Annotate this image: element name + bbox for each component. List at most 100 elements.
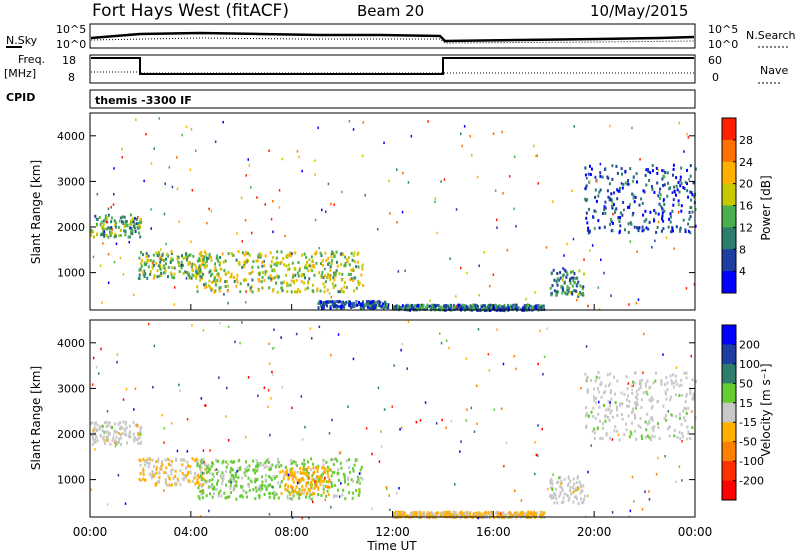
cell-power-3 [370,306,373,309]
cell-noise [241,240,243,243]
cell-noise [110,206,112,209]
cell-power-2 [264,270,267,274]
cell-velocity-6 [634,416,637,420]
colorbar-segment [722,227,736,250]
nsearch-trace [90,37,695,44]
cell-velocity-6 [633,381,636,385]
cell-velocity-2 [278,465,281,469]
cell-noise [164,182,166,186]
cell-velocity-6 [638,387,641,391]
cell-velocity-1 [163,471,166,475]
cell-power-5 [577,292,580,296]
cell-power-4 [472,303,475,307]
cell-noise [245,290,247,293]
cell-velocity-0 [112,436,115,440]
cell-power-0 [114,225,117,229]
cell-velocity-4 [398,510,401,514]
cell-power-2 [316,289,319,293]
cell-velocity-2 [227,463,229,466]
cell-power-1 [200,270,203,274]
cell-noise [402,171,404,175]
cell-velocity-5 [579,483,582,487]
cell-power-1 [185,254,188,258]
cell-power-1 [180,266,183,270]
cell-velocity-1 [168,483,171,487]
cell-velocity-1 [148,462,151,465]
cell-velocity-2 [277,463,280,467]
cell-velocity-0 [120,426,123,430]
cell-velocity-2 [269,465,271,469]
cell-power-6 [663,209,666,213]
cell-velocity-3 [293,473,296,477]
cell-power-6 [657,194,660,198]
cell-noise [102,242,104,245]
cell-velocity-2 [354,459,357,463]
cell-noise [330,295,333,299]
cell-noise [281,386,284,389]
cell-noise [572,237,575,241]
cell-power-2 [296,271,299,275]
cell-power-2 [333,255,336,259]
cell-velocity-4 [521,510,524,514]
cell-power-6 [653,191,656,194]
cell-noise [632,384,635,388]
cell-power-1 [195,274,198,278]
cell-power-2 [213,268,216,272]
cell-power-1 [144,272,147,276]
cell-power-6 [659,193,662,197]
cell-velocity-6 [685,376,688,380]
cell-power-5 [566,271,568,275]
cell-power-2 [298,266,301,270]
cell-power-6 [672,229,674,233]
cell-noise [268,362,271,365]
cell-velocity-3 [305,467,308,471]
cell-velocity-5 [575,486,578,490]
cell-noise [667,410,670,413]
cell-velocity-2 [247,483,250,487]
cell-velocity-1 [191,479,194,483]
cell-velocity-2 [199,474,202,478]
cell-velocity-3 [289,471,292,474]
cell-velocity-4 [441,512,444,516]
cell-velocity-3 [323,469,326,473]
cell-noise [660,204,662,208]
cell-velocity-3 [317,487,320,491]
cell-noise [247,376,250,379]
cell-velocity-4 [449,511,452,514]
cell-velocity-3 [301,484,304,488]
cell-velocity-6 [603,403,605,407]
cell-power-3 [359,306,362,310]
cell-noise [500,407,503,410]
cell-power-0 [130,222,133,226]
cell-power-4 [450,304,452,308]
cell-noise [318,325,321,329]
cell-velocity-4 [445,510,448,514]
cell-velocity-2 [269,492,272,496]
cell-noise [272,199,274,203]
cell-power-0 [96,232,98,236]
cell-noise [400,348,402,352]
cell-power-4 [541,305,544,309]
cell-power-4 [417,304,420,308]
cell-power-4 [535,306,538,310]
cell-velocity-4 [428,513,431,517]
colorbar-segment [722,441,736,462]
cell-noise [119,256,122,260]
cell-velocity-2 [344,480,346,484]
cell-power-2 [210,258,213,262]
cell-velocity-2 [265,486,268,490]
cell-noise [352,357,355,361]
cell-velocity-3 [287,477,290,481]
cell-noise [114,444,117,448]
cell-velocity-4 [435,512,438,516]
cell-velocity-5 [573,482,575,486]
cell-velocity-2 [275,475,278,478]
cell-velocity-4 [414,511,417,514]
cell-noise [537,454,539,457]
cell-power-4 [418,303,421,307]
cell-velocity-6 [623,392,626,396]
cell-power-3 [331,300,334,304]
cell-velocity-3 [321,466,324,470]
cell-noise [598,400,600,404]
cell-power-1 [147,265,150,269]
